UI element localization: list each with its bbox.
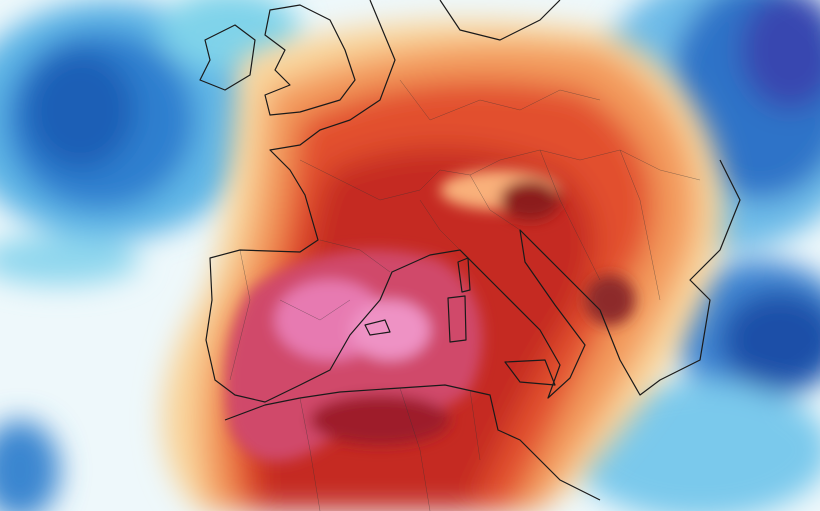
borders — [229, 79, 701, 511]
extreme-areas — [225, 170, 635, 462]
coastlines — [199, 0, 741, 501]
